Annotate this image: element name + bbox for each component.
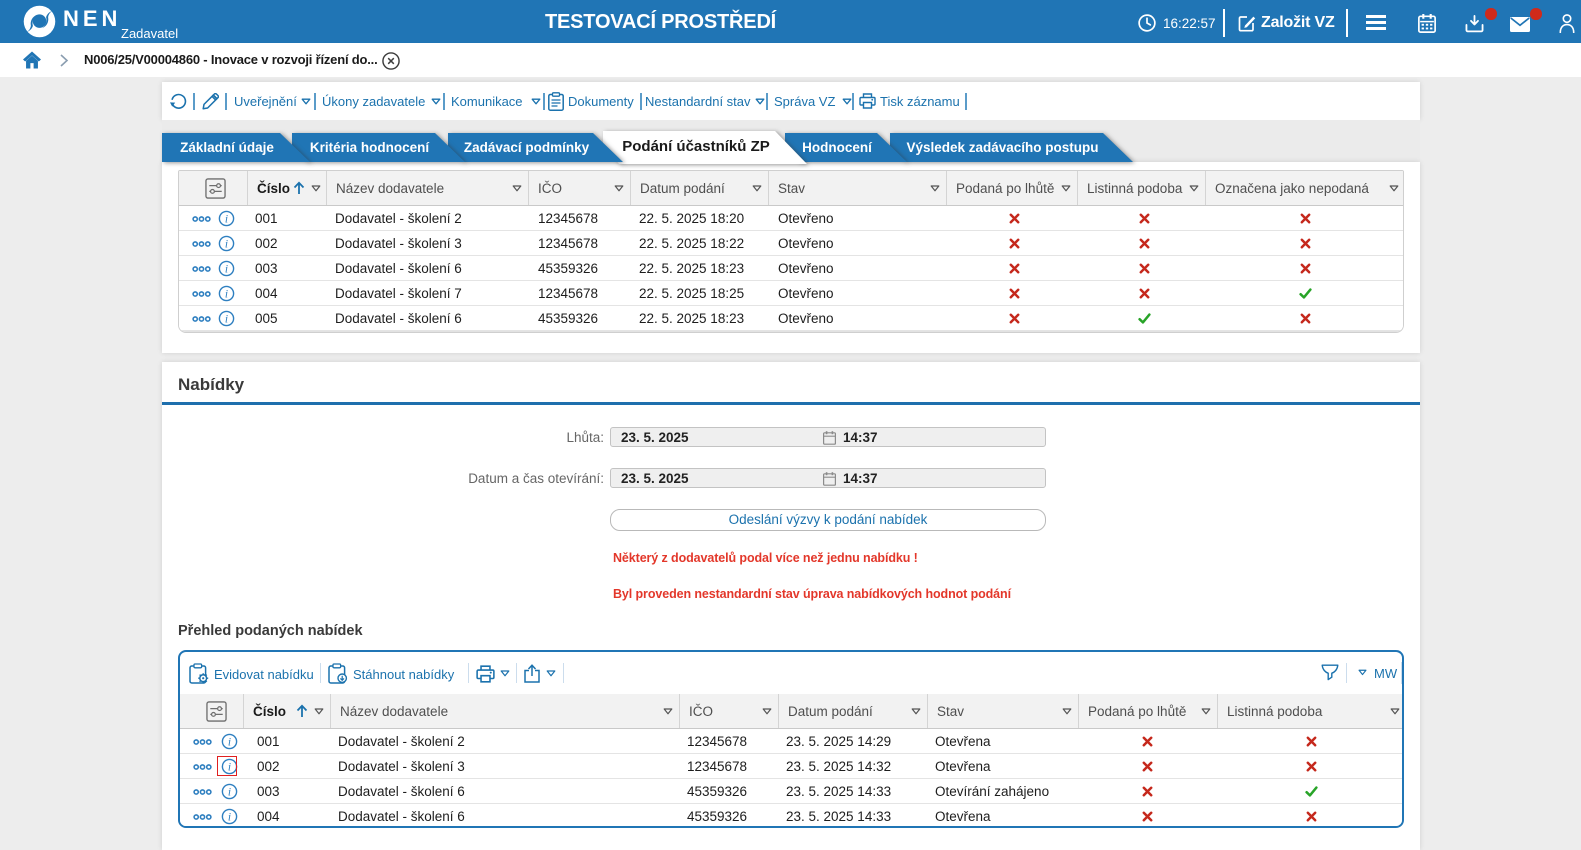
svg-text:i: i <box>225 239 228 251</box>
svg-text:i: i <box>228 812 231 824</box>
svg-text:i: i <box>225 214 228 226</box>
svg-text:i: i <box>228 787 231 799</box>
svg-text:i: i <box>225 289 228 301</box>
svg-text:i: i <box>228 737 231 749</box>
svg-text:i: i <box>228 762 231 774</box>
svg-text:i: i <box>225 264 228 276</box>
svg-text:i: i <box>225 314 228 326</box>
